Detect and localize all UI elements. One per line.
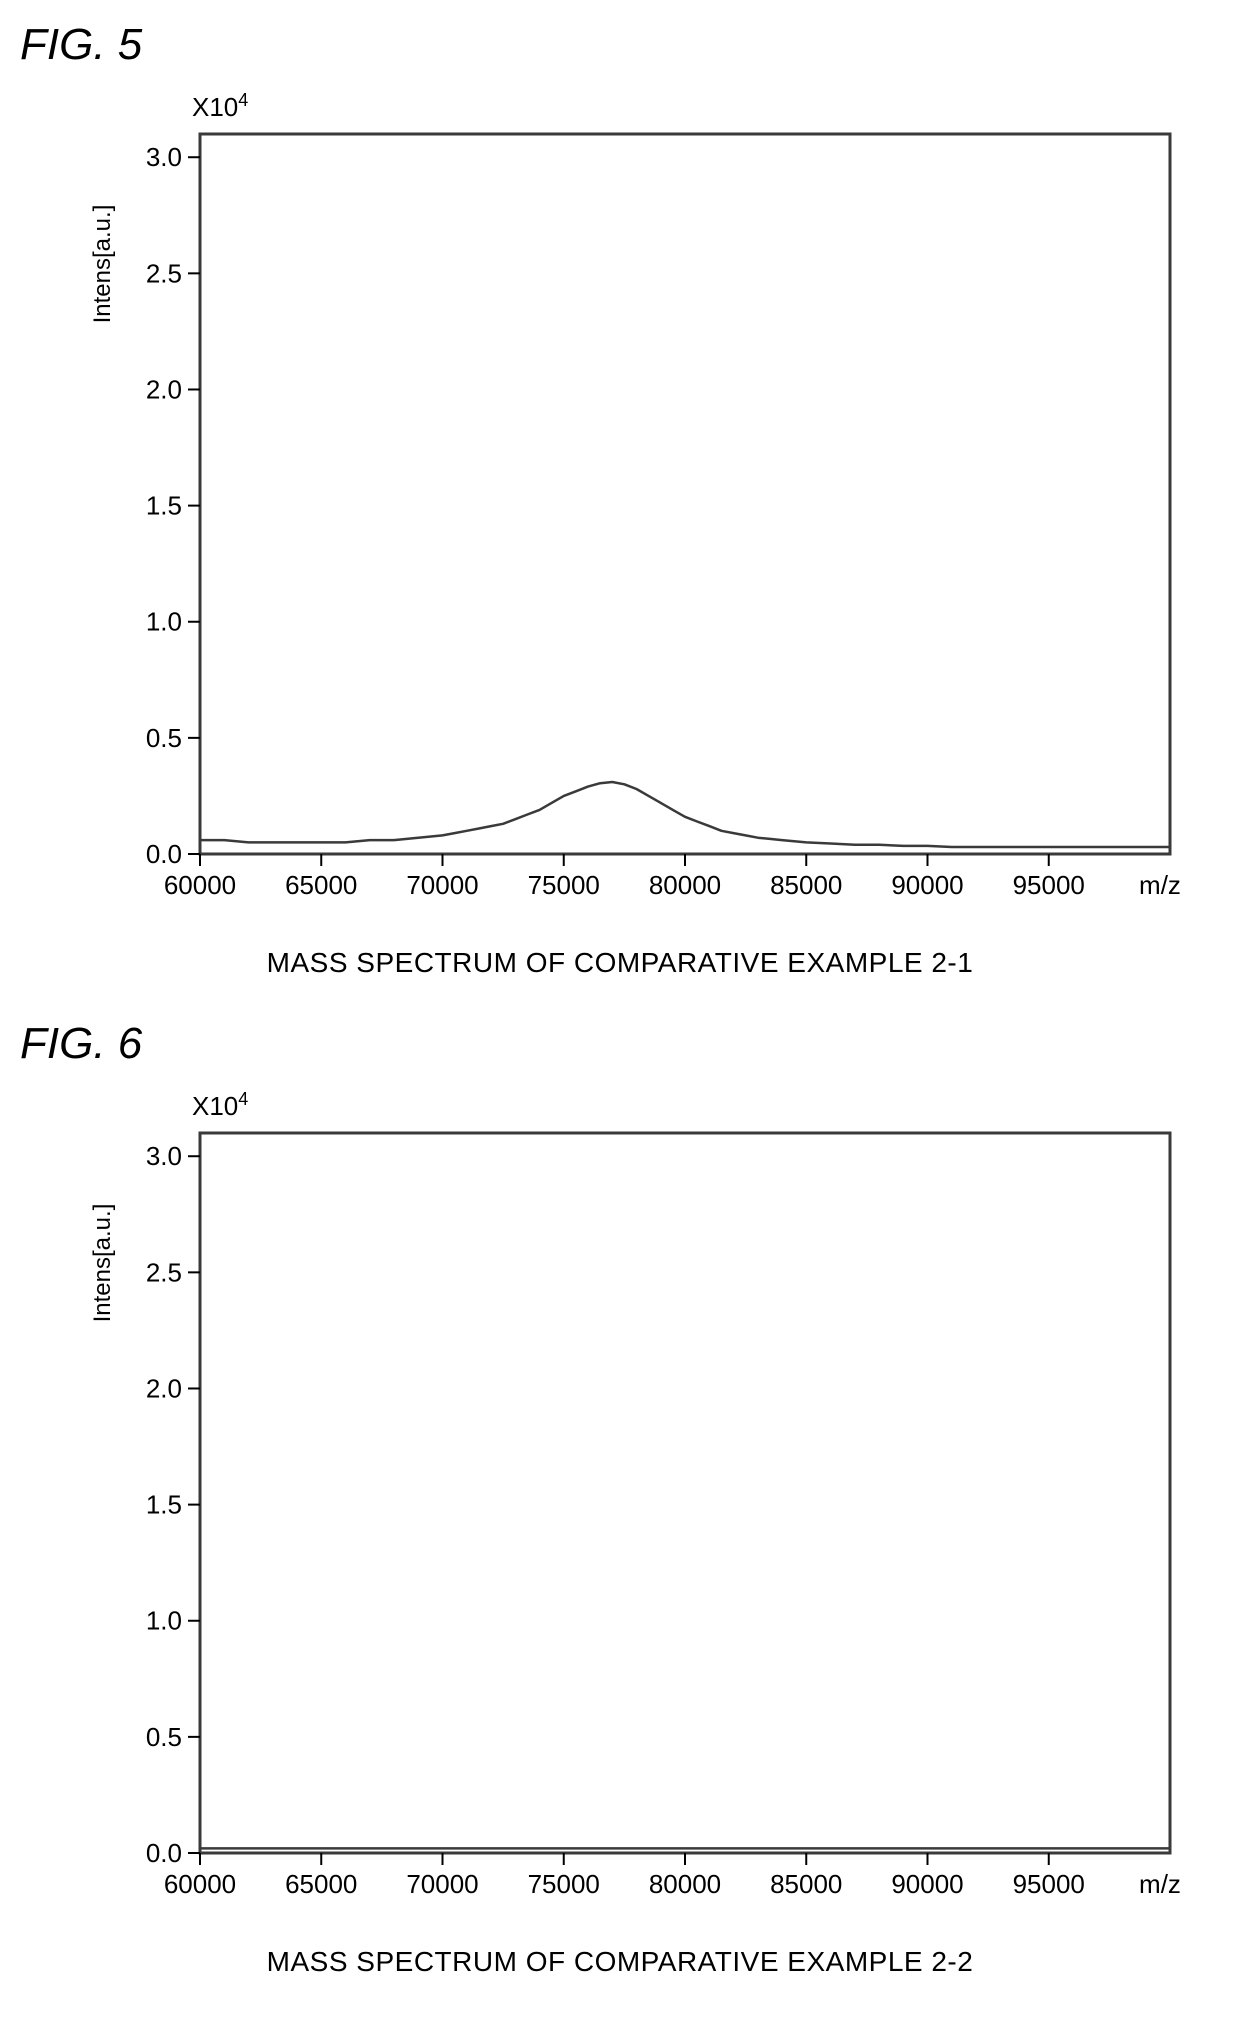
figure-6-block: FIG. 6 0.0 0.5 1.0 1.5 2.0 2.5 3.0 60000 65000 70…	[20, 1019, 1220, 1978]
figure-5-svg: 0.0 0.5 1.0 1.5 2.0 2.5 3.0 60000 65000 70000 7500…	[60, 74, 1220, 934]
svg-text:0.0: 0.0	[146, 1838, 182, 1868]
figure-5-chart-wrap: 0.0 0.5 1.0 1.5 2.0 2.5 3.0 60000 65000 70000 7500…	[60, 74, 1220, 939]
figure-5-title: FIG. 5	[20, 20, 1220, 70]
svg-text:85000: 85000	[770, 1869, 842, 1899]
svg-text:60000: 60000	[164, 1869, 236, 1899]
svg-text:75000: 75000	[528, 1869, 600, 1899]
svg-text:1.0: 1.0	[146, 1606, 182, 1636]
svg-text:Intens[a.u.]: Intens[a.u.]	[89, 1204, 116, 1323]
svg-text:2.5: 2.5	[146, 258, 182, 288]
figure-6-svg: 0.0 0.5 1.0 1.5 2.0 2.5 3.0 60000 65000 70000 7500…	[60, 1073, 1220, 1933]
svg-text:95000: 95000	[1013, 870, 1085, 900]
svg-text:m/z: m/z	[1139, 870, 1181, 900]
svg-text:X104: X104	[192, 1089, 248, 1121]
svg-text:0.5: 0.5	[146, 723, 182, 753]
svg-text:85000: 85000	[770, 870, 842, 900]
svg-text:90000: 90000	[891, 870, 963, 900]
svg-text:95000: 95000	[1013, 1869, 1085, 1899]
svg-text:m/z: m/z	[1139, 1869, 1181, 1899]
svg-text:2.0: 2.0	[146, 1373, 182, 1403]
figure-6-caption: MASS SPECTRUM OF COMPARATIVE EXAMPLE 2-2	[20, 1946, 1220, 1978]
svg-text:1.5: 1.5	[146, 491, 182, 521]
svg-text:80000: 80000	[649, 870, 721, 900]
svg-text:75000: 75000	[528, 870, 600, 900]
svg-text:80000: 80000	[649, 1869, 721, 1899]
svg-text:0.0: 0.0	[146, 839, 182, 869]
svg-text:3.0: 3.0	[146, 1141, 182, 1171]
svg-text:2.5: 2.5	[146, 1257, 182, 1287]
svg-text:1.0: 1.0	[146, 607, 182, 637]
figure-5-block: FIG. 5 0.0 0.5 1.0 1.5 2.0 2.5 3.0 60000 65000 70…	[20, 20, 1220, 979]
figure-6-chart-wrap: 0.0 0.5 1.0 1.5 2.0 2.5 3.0 60000 65000 70000 7500…	[60, 1073, 1220, 1938]
svg-text:3.0: 3.0	[146, 142, 182, 172]
svg-text:X104: X104	[192, 90, 248, 122]
svg-text:Intens[a.u.]: Intens[a.u.]	[89, 205, 116, 324]
svg-text:2.0: 2.0	[146, 374, 182, 404]
figure-5-caption: MASS SPECTRUM OF COMPARATIVE EXAMPLE 2-1	[20, 947, 1220, 979]
svg-text:0.5: 0.5	[146, 1722, 182, 1752]
svg-text:65000: 65000	[285, 1869, 357, 1899]
svg-text:70000: 70000	[406, 1869, 478, 1899]
svg-text:65000: 65000	[285, 870, 357, 900]
figure-6-title: FIG. 6	[20, 1019, 1220, 1069]
svg-text:60000: 60000	[164, 870, 236, 900]
svg-text:70000: 70000	[406, 870, 478, 900]
svg-text:1.5: 1.5	[146, 1490, 182, 1520]
svg-text:90000: 90000	[891, 1869, 963, 1899]
